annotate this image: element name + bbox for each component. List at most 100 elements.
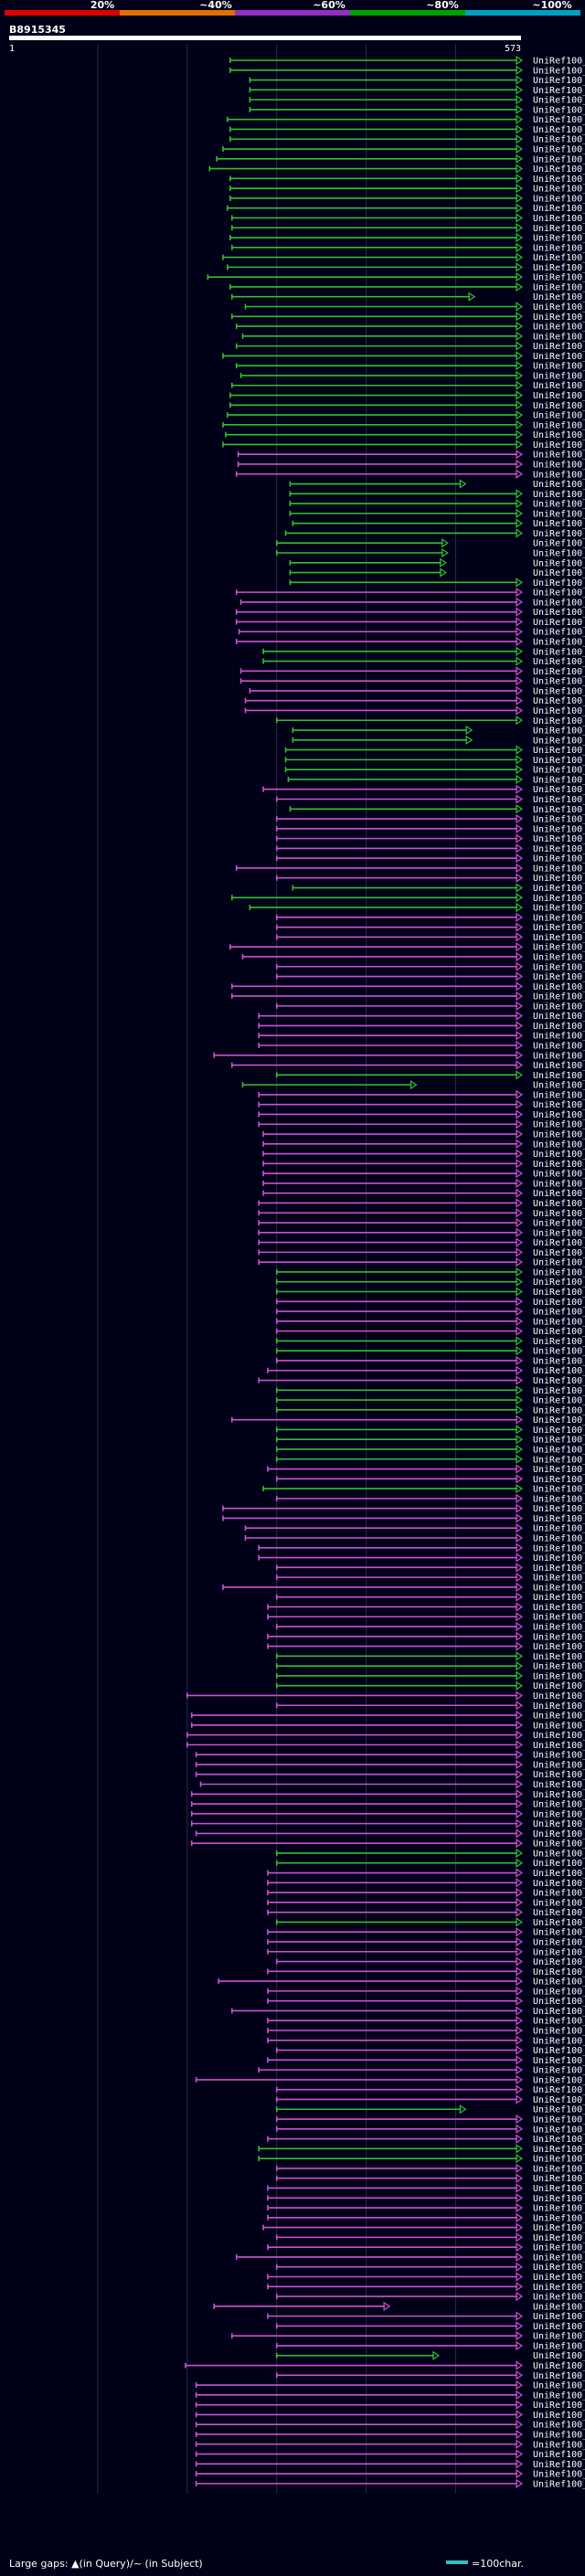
hit-row[interactable]: UniRef100_A5C2S1 (262, 784, 585, 795)
hit-row[interactable]: UniRef100_Q61569 (275, 2370, 585, 2381)
hit-row[interactable]: UniRef100_B6SK12 (267, 2055, 585, 2066)
hit-row[interactable]: UniRef100_UP1000... (275, 1858, 585, 1869)
hit-row[interactable]: UniRef100_Q6LJZ4 (230, 2006, 585, 2017)
hit-row[interactable]: UniRef100_B4FY67 (190, 1808, 585, 1819)
hit-row[interactable]: UniRef100_C6T1F5 (222, 252, 585, 263)
hit-row[interactable]: UniRef100_Q8L912 (249, 104, 585, 115)
hit-row[interactable]: UniRef100_UP1000... (258, 1011, 585, 1022)
hit-row[interactable]: UniRef100_A7QZ04 (229, 124, 585, 135)
hit-row[interactable]: UniRef100_B6SGT2 (275, 2340, 585, 2351)
hit-row[interactable]: UniRef100_C0PMB1 (267, 1946, 585, 1957)
hit-row[interactable]: UniRef100_B9SUE0 (195, 1759, 585, 1770)
hit-row[interactable]: UniRef100_C5WQ59 (195, 1769, 585, 1780)
hit-row[interactable]: UniRef100_C0HE65 (258, 1119, 585, 1130)
hit-row[interactable]: UniRef100_A7PH01 (244, 705, 585, 716)
hit-row[interactable]: UniRef100_Q10RR0 (267, 2134, 585, 2145)
hit-row[interactable]: UniRef100_Q8H079 (275, 2104, 585, 2115)
hit-row[interactable]: UniRef100_Q3E815 (235, 341, 585, 352)
hit-row[interactable]: UniRef100_Q5ZF56 (190, 1710, 585, 1722)
hit-row[interactable]: UniRef100_Q5G595 (289, 567, 585, 578)
hit-row[interactable]: UniRef100_Q7XJY8 (186, 1740, 585, 1751)
hit-row[interactable]: UniRef100_B7EPT1 (190, 1789, 585, 1800)
hit-row[interactable]: UniRef100_Q5JNG4 (267, 2272, 585, 2283)
hit-row[interactable]: UniRef100_B8AX41 (262, 646, 585, 657)
hit-row[interactable]: UniRef100_B9RGH6 (275, 1355, 585, 1366)
hit-row[interactable]: UniRef100_B8AH90 (222, 1582, 585, 1593)
hit-row[interactable]: UniRef100_UP1000... (239, 666, 585, 677)
hit-row[interactable]: UniRef100_Q2V3U8 (258, 1031, 585, 1042)
hit-row[interactable]: UniRef100_A7QZ07 (230, 213, 585, 224)
hit-row[interactable]: UniRef100_C5YY33 (275, 1346, 585, 1357)
hit-row[interactable]: UniRef100_B7ZW74 (267, 2025, 585, 2037)
hit-row[interactable]: UniRef100_Q2QTP5 (267, 2282, 585, 2293)
hit-row[interactable]: UniRef100_Q9LJZ5 (267, 1996, 585, 2007)
hit-row[interactable]: UniRef100_A9P022 (267, 2183, 585, 2194)
hit-row[interactable]: UniRef100_B9EXP6 (244, 1523, 585, 1534)
hit-row[interactable]: UniRef100_A7QA02 (275, 2163, 585, 2174)
hit-row[interactable]: UniRef100_B9HTM4 (258, 1227, 585, 1238)
hit-row[interactable]: UniRef100_C4J1D9 (195, 2420, 585, 2431)
hit-row[interactable]: UniRef100_UP1000... (275, 794, 585, 805)
hit-row[interactable]: UniRef100_Q9FL09 (229, 281, 585, 292)
hit-row[interactable]: UniRef100_A7PMD7 (207, 272, 585, 283)
hit-row[interactable]: UniRef100_Q6Z7C3 (275, 1592, 585, 1603)
hit-row[interactable]: UniRef100_C5Y056 (292, 518, 585, 529)
hit-row[interactable]: UniRef100_A5B988 (275, 716, 585, 726)
hit-row[interactable]: UniRef100_B9RUC8 (227, 262, 585, 273)
hit-row[interactable]: UniRef100_UP1000... (185, 2360, 585, 2371)
hit-row[interactable]: UniRef100_B9H7Q2 (267, 1986, 585, 1997)
hit-row[interactable]: UniRef100_B4FZ87 (190, 1798, 585, 1810)
hit-row[interactable]: UniRef100_Q9FL10 (230, 292, 585, 302)
hit-row[interactable]: UniRef100_B8AY48 (235, 636, 585, 648)
hit-row[interactable]: UniRef100_B9G295 (230, 2331, 585, 2342)
hit-row[interactable]: UniRef100_B9HJR3 (239, 370, 585, 381)
hit-row[interactable]: UniRef100_B9SZH4 (229, 400, 585, 411)
hit-row[interactable]: UniRef100_Q9LRT0 (249, 85, 585, 96)
hit-row[interactable]: UniRef100_UP1000... (258, 1375, 585, 1386)
hit-row[interactable]: UniRef100_B9RUD0 (229, 193, 585, 204)
hit-row[interactable]: UniRef100_A5BRU3 (289, 489, 585, 500)
hit-row[interactable]: UniRef100_Q7XTL1 (284, 765, 585, 776)
hit-row[interactable]: UniRef100_B9T8K0 (275, 971, 585, 982)
hit-row[interactable]: UniRef100_B4FHE0 (287, 774, 585, 785)
hit-row[interactable]: UniRef100_B6SL07 (275, 2045, 585, 2056)
hit-row[interactable]: UniRef100_Q69PB3 (267, 1897, 585, 1908)
hit-row[interactable]: UniRef100_Q69PB8 (275, 2114, 585, 2125)
hit-row[interactable]: UniRef100_B9TB03 (239, 676, 585, 687)
hit-row[interactable]: UniRef100_Q94A83 (275, 547, 585, 559)
hit-row[interactable]: UniRef100_Q8LRB6 (267, 1887, 585, 1899)
hit-row[interactable]: UniRef100_Q9FL41 (267, 1878, 585, 1889)
hit-row[interactable]: UniRef100_UP1000... (267, 1602, 585, 1613)
hit-row[interactable]: UniRef100_A7NVB2 (275, 1287, 585, 1298)
hit-row[interactable]: UniRef100_A7NVB4 (275, 1435, 585, 1446)
hit-row[interactable]: UniRef100_Q94IY3 (275, 961, 585, 972)
hit-row[interactable]: UniRef100_C0HE38 (195, 1750, 585, 1761)
hit-row[interactable]: UniRef100_UP1000... (229, 232, 585, 244)
hit-row[interactable]: UniRef100_A2ZHD4 (190, 1839, 585, 1850)
hit-row[interactable]: UniRef100_A7QAC9 (275, 1444, 585, 1455)
hit-row[interactable]: UniRef100_B9S340 (275, 932, 585, 943)
hit-row[interactable]: UniRef100_Q9SPE7 (275, 823, 585, 834)
hit-row[interactable]: UniRef100_A7QBE0 (262, 656, 585, 667)
hit-row[interactable]: UniRef100_A9PA22 (235, 321, 585, 333)
hit-row[interactable]: UniRef100_A2XZH2 (258, 1542, 585, 1553)
hit-row[interactable]: UniRef100_UP1000... (284, 528, 585, 539)
hit-row[interactable]: UniRef100_A7Q9X3 (229, 134, 585, 145)
hit-row[interactable]: UniRef100_C6TH69 (258, 2144, 585, 2155)
hit-row[interactable]: UniRef100_B9GLX1 (225, 429, 585, 440)
hit-row[interactable]: UniRef100_Q5S1F8 (267, 2242, 585, 2253)
hit-row[interactable]: UniRef100_A8MR91 (267, 2193, 585, 2204)
hit-row[interactable]: UniRef100_Q94U12 (249, 94, 585, 106)
hit-row[interactable]: UniRef100_B9RJ72 (230, 1415, 585, 1426)
hit-row[interactable]: UniRef100_Q9SZH6 (275, 2232, 585, 2243)
hit-row[interactable]: UniRef100_A7Q2U6 (222, 351, 585, 362)
hit-row[interactable]: UniRef100_Q0JPQ9 (258, 1198, 585, 1209)
hit-row[interactable]: UniRef100_B9HBH3 (218, 1976, 585, 1988)
hit-row[interactable]: UniRef100_B9SZ09 (229, 174, 585, 185)
hit-row[interactable]: UniRef100_A7QQ68 (195, 2074, 585, 2085)
hit-row[interactable]: UniRef100_A7QWK0 (275, 922, 585, 933)
hit-row[interactable]: UniRef100_C5YGJ9 (258, 1040, 585, 1052)
hit-row[interactable]: UniRef100_A7Q0G1 (262, 1139, 585, 1150)
hit-row[interactable]: UniRef100_Q7XTQ2 (284, 755, 585, 766)
hit-row[interactable]: UniRef100_UP1000... (241, 951, 585, 962)
